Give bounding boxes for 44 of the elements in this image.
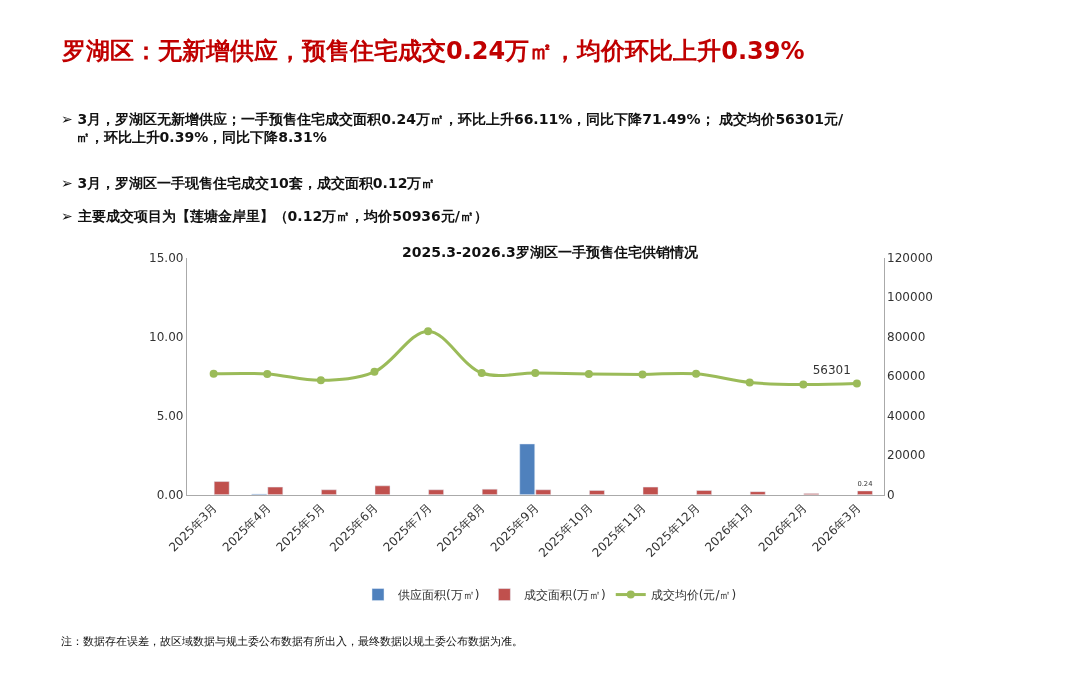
- y2-tick-label: 40000: [887, 408, 926, 423]
- chart-subtitle: 2025.3-2026.3罗湖区一手预售住宅供销情况: [402, 244, 699, 260]
- point: [370, 367, 379, 376]
- point: [745, 378, 754, 387]
- bar: [696, 490, 712, 495]
- y2-tick-label: 100000: [887, 290, 933, 305]
- text: ➢ 3月，罗湖区一手现售住宅成交10套，成交面积0.12万㎡: [61, 175, 436, 191]
- data-label: 56301: [812, 363, 851, 378]
- point: [477, 369, 486, 378]
- text: 注：数据存在误差，故区域数据与规土委公布数据有所出入，最终数据以规土委公布数据为准。: [61, 635, 523, 648]
- y-tick-label: 15.00: [149, 250, 184, 265]
- y2-tick-label: 80000: [887, 329, 926, 344]
- y-tick-label: 5.00: [156, 408, 184, 423]
- legend-label: 供应面积(万㎡): [398, 588, 480, 603]
- point: [692, 369, 701, 378]
- legend-label: 成交面积(万㎡): [524, 588, 606, 603]
- y2-tick-label: 0: [887, 487, 895, 502]
- bar: [374, 485, 391, 495]
- bar: [642, 486, 659, 495]
- y2-tick-label: 60000: [887, 369, 926, 384]
- y2-tick-label: 120000: [887, 250, 933, 265]
- point: [531, 369, 540, 378]
- point: [209, 369, 218, 378]
- bar: [213, 481, 230, 495]
- point: [584, 370, 593, 379]
- bar: [749, 491, 766, 495]
- point: [852, 379, 861, 388]
- legend-label: 成交均价(元/㎡): [650, 588, 737, 603]
- point: [424, 327, 433, 336]
- point: [316, 376, 325, 385]
- text: ➢ 3月，罗湖区无新增供应；一手预售住宅成交面积0.24万㎡，环比上升66.11%，同比下降71.49%； 成交均价56301元/㎡，环比上升0.39%，同比下降8.31%: [61, 111, 845, 146]
- bar: [321, 489, 337, 495]
- point: [263, 370, 272, 379]
- bar: [481, 488, 498, 495]
- y2-tick-label: 20000: [887, 448, 926, 463]
- point: [638, 370, 647, 379]
- bar: [428, 489, 444, 495]
- text: ➢ 主要成交项目为【莲塘金岸里】（0.12万㎡，均价50936元/㎡）: [61, 208, 488, 224]
- bar: [857, 490, 873, 495]
- chart-title: 罗湖区：无新增供应，预售住宅成交0.24万㎡，均价环比上升0.39%: [61, 37, 805, 65]
- y-tick-label: 10.00: [149, 329, 184, 344]
- y-tick-label: 0.00: [156, 487, 184, 502]
- point: [799, 380, 808, 389]
- bar: [589, 490, 605, 495]
